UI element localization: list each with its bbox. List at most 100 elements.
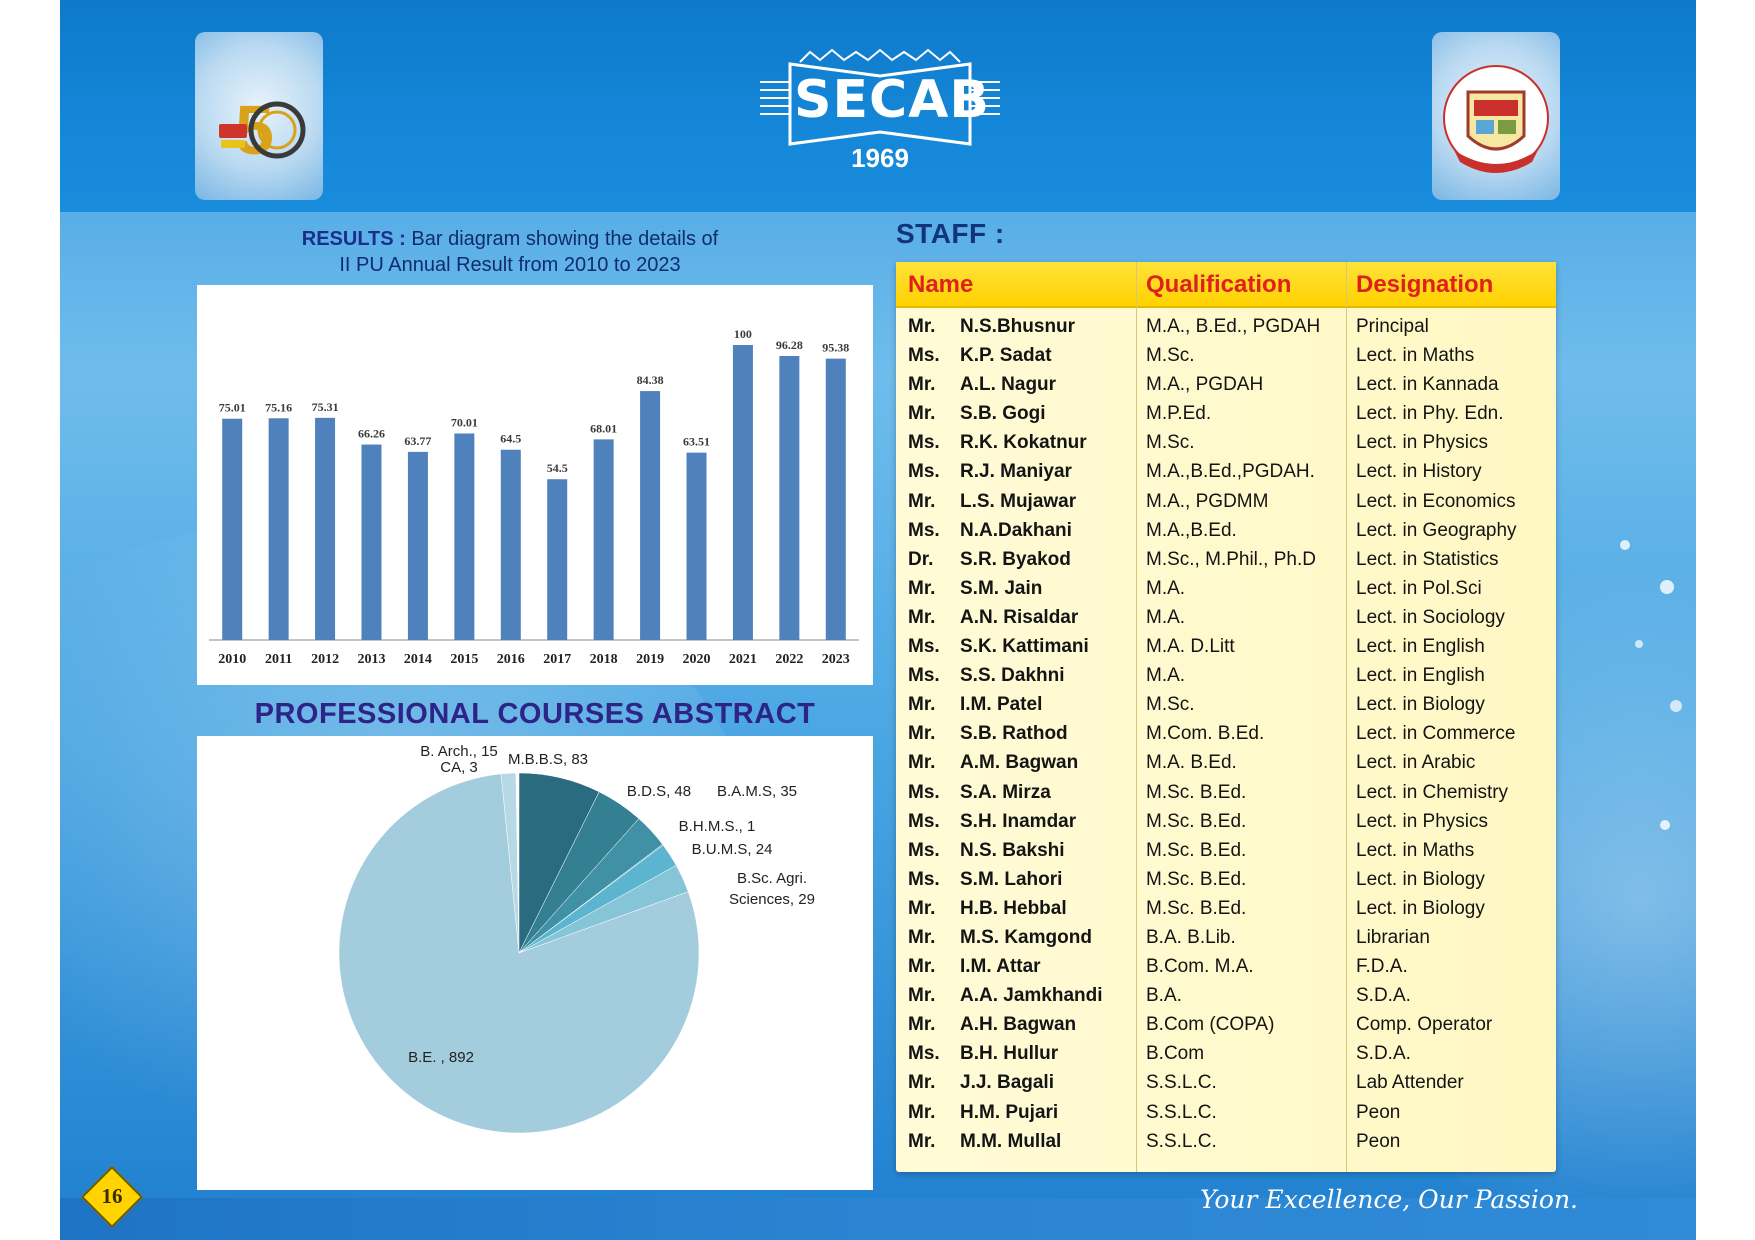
staff-designation: Lect. in Pol.Sci [1356, 577, 1482, 599]
staff-designation: Librarian [1356, 926, 1430, 948]
staff-designation: Lect. in Biology [1356, 694, 1485, 716]
staff-title: Ms. [908, 1043, 940, 1065]
college-crest-logo [1432, 32, 1560, 200]
bar-2020 [686, 452, 707, 640]
staff-qualification: M.Sc. [1146, 345, 1195, 367]
decor-dot [1620, 540, 1630, 550]
staff-name: J.J. Bagali [960, 1072, 1054, 1094]
staff-name: S.H. Inamdar [960, 810, 1077, 832]
staff-qualification: M.Sc. B.Ed. [1146, 781, 1247, 803]
staff-name: S.S. Dakhni [960, 665, 1065, 687]
brand-name: SECAB [794, 70, 991, 130]
staff-row: Mr. H.B. Hebbal M.Sc. B.Ed. Lect. in Biolog… [896, 894, 1556, 923]
staff-qualification: M.A. [1146, 577, 1186, 599]
staff-qualification: M.Sc., M.Phil., Ph.D [1146, 548, 1316, 570]
staff-name: S.B. Gogi [960, 403, 1046, 425]
bar-value-label: 95.38 [822, 341, 849, 355]
staff-qualification: M.Sc. B.Ed. [1146, 897, 1247, 919]
bar-2017 [547, 479, 568, 640]
staff-row: Mr. J.J. Bagali S.S.L.C. Lab Attender [896, 1068, 1556, 1097]
staff-qualification: M.A.,B.Ed.,PGDAH. [1146, 461, 1315, 483]
staff-qualification: M.A., B.Ed., PGDAH [1146, 316, 1321, 337]
staff-title: Ms. [908, 519, 940, 541]
staff-designation: Lect. in Biology [1356, 897, 1485, 919]
staff-row: Mr. S.B. Gogi M.P.Ed. Lect. in Phy. Edn. [896, 399, 1556, 428]
staff-designation: Lect. in Kannada [1356, 374, 1499, 396]
staff-title: Mr. [908, 1014, 936, 1036]
staff-row: Ms. B.H. Hullur B.Com S.D.A. [896, 1039, 1556, 1068]
pie-slice-label: CA, 3 [440, 759, 478, 776]
staff-designation: Lect. in Biology [1356, 868, 1485, 890]
decor-dot [1670, 700, 1682, 712]
staff-title: Ms. [908, 665, 940, 687]
x-tick-label: 2022 [775, 652, 803, 667]
staff-title: Mr. [908, 1072, 936, 1094]
tagline: Your Excellence, Our Passion. [1200, 1185, 1578, 1214]
staff-row: Mr. I.M. Attar B.Com. M.A. F.D.A. [896, 952, 1556, 981]
staff-title: Mr. [908, 723, 936, 745]
pie-slice-label: B.A.M.S, 35 [717, 783, 797, 800]
staff-name: N.A.Dakhani [960, 519, 1072, 541]
bar-value-label: 96.28 [776, 338, 803, 352]
staff-designation: Lect. in History [1356, 461, 1482, 483]
staff-title: Mr. [908, 490, 936, 512]
staff-row: Dr. S.R. Byakod M.Sc., M.Phil., Ph.D Lect. … [896, 545, 1556, 574]
bar-2021 [732, 345, 753, 640]
bar-2016 [500, 449, 521, 640]
staff-name: H.B. Hebbal [960, 897, 1067, 919]
x-tick-label: 2016 [497, 652, 525, 667]
x-tick-label: 2021 [729, 652, 757, 667]
staff-qualification: M.A. [1146, 665, 1186, 687]
bar-value-label: 84.38 [637, 373, 664, 387]
staff-heading: STAFF : [896, 218, 1005, 249]
staff-row: Mr. A.M. Bagwan M.A. B.Ed. Lect. in Arabic [896, 748, 1556, 777]
staff-name: I.M. Attar [960, 956, 1041, 978]
staff-title: Mr. [908, 897, 936, 919]
bar-2019 [640, 391, 661, 640]
staff-designation: Lect. in Physics [1356, 810, 1488, 832]
decor-dot [1660, 820, 1670, 830]
staff-qualification: M.Sc. B.Ed. [1146, 868, 1247, 890]
staff-name: R.K. Kokatnur [960, 432, 1087, 454]
staff-qualification: B.A. B.Lib. [1146, 926, 1236, 948]
staff-name: A.H. Bagwan [960, 1014, 1077, 1036]
staff-row: Ms. R.J. Maniyar M.A.,B.Ed.,PGDAH. Lect. in… [896, 457, 1556, 486]
staff-title: Mr. [908, 956, 936, 978]
bar-value-label: 66.26 [358, 427, 385, 441]
pie-slice-label: B.D.S, 48 [627, 783, 691, 800]
staff-row: Mr. H.M. Pujari S.S.L.C. Peon [896, 1098, 1556, 1127]
bar-value-label: 63.51 [683, 435, 710, 449]
results-label: RESULTS : [301, 228, 406, 250]
staff-name: A.L. Nagur [960, 374, 1057, 396]
x-tick-label: 2015 [450, 652, 478, 667]
decor-dot [1660, 580, 1674, 594]
pie-slice-label: B.H.M.S., 1 [679, 818, 756, 835]
staff-title: Ms. [908, 781, 940, 803]
staff-row: Mr. M.S. Kamgond B.A. B.Lib. Librarian [896, 923, 1556, 952]
staff-designation: Lect. in English [1356, 636, 1485, 658]
staff-name: S.M. Jain [960, 577, 1043, 599]
staff-name: A.A. Jamkhandi [960, 985, 1103, 1007]
staff-designation: S.D.A. [1356, 1043, 1411, 1065]
staff-row: Mr. A.L. Nagur M.A., PGDAH Lect. in Kannada [896, 370, 1556, 399]
staff-row: Ms. S.S. Dakhni M.A. Lect. in English [896, 661, 1556, 690]
staff-qualification: M.Com. B.Ed. [1146, 723, 1265, 745]
staff-title: Mr. [908, 1130, 936, 1152]
staff-designation: Principal [1356, 316, 1429, 337]
staff-rows: Mr. N.S.Bhusnur M.A., B.Ed., PGDAH Principa… [896, 312, 1556, 1156]
column-divider [1346, 262, 1347, 1172]
staff-title: Ms. [908, 461, 940, 483]
staff-row: Ms. S.H. Inamdar M.Sc. B.Ed. Lect. in Physi… [896, 807, 1556, 836]
bar-chart-svg: 75.01 2010 75.16 2011 75.31 2012 66.26 2013 63.7… [209, 327, 859, 667]
staff-qualification: M.Sc. [1146, 694, 1195, 716]
bar-value-label: 68.01 [590, 421, 617, 435]
pie-slice-label: B.U.M.S, 24 [692, 841, 773, 858]
staff-name: S.B. Rathod [960, 723, 1068, 745]
page-number: 16 [101, 1184, 123, 1208]
staff-row: Ms. S.A. Mirza M.Sc. B.Ed. Lect. in Chemist… [896, 778, 1556, 807]
staff-name: S.M. Lahori [960, 868, 1063, 890]
staff-title: Mr. [908, 403, 936, 425]
staff-designation: Lect. in Maths [1356, 345, 1475, 367]
staff-row: Ms. N.S. Bakshi M.Sc. B.Ed. Lect. in Maths [896, 836, 1556, 865]
